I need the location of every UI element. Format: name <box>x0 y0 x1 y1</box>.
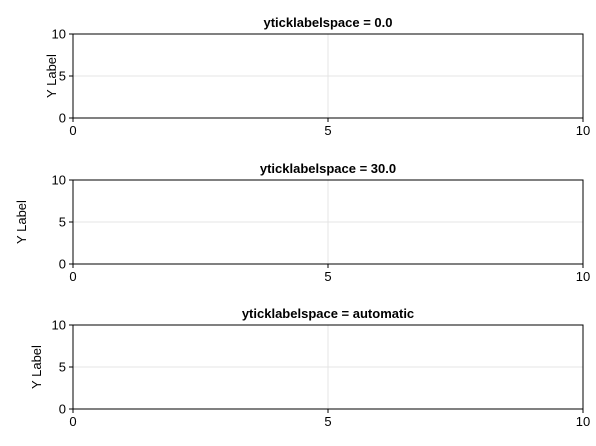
y-tick-label: 0 <box>59 402 66 417</box>
x-tick-label: 0 <box>69 123 76 138</box>
x-tick-label: 10 <box>576 269 590 284</box>
y-tick-label: 5 <box>59 215 66 230</box>
x-tick-label: 0 <box>69 414 76 429</box>
y-axis-label: Y Label <box>29 345 44 389</box>
y-tick-label: 0 <box>59 111 66 126</box>
axis-title: yticklabelspace = 30.0 <box>260 161 396 176</box>
x-tick-label: 5 <box>324 414 331 429</box>
axis-title: yticklabelspace = 0.0 <box>263 15 392 30</box>
axis-panel-0: 0 5 10 0 5 10 yticklabelspace = 0.0 Y Label <box>44 15 590 138</box>
axis-title: yticklabelspace = automatic <box>242 306 414 321</box>
y-axis-label: Y Label <box>44 54 59 98</box>
x-tick-label: 10 <box>576 123 590 138</box>
y-tick-label: 5 <box>59 360 66 375</box>
x-tick-label: 5 <box>324 269 331 284</box>
axis-panel-1: 0 5 10 0 5 10 yticklabelspace = 30.0 Y Label <box>14 161 590 284</box>
y-axis-label: Y Label <box>14 200 29 244</box>
y-tick-label: 5 <box>59 69 66 84</box>
x-tick-label: 0 <box>69 269 76 284</box>
y-tick-label: 0 <box>59 257 66 272</box>
x-tick-label: 5 <box>324 123 331 138</box>
axis-panel-2: 0 5 10 0 5 10 yticklabelspace = automatic Y Lab… <box>29 306 590 429</box>
y-tick-label: 10 <box>52 27 66 42</box>
y-tick-label: 10 <box>52 318 66 333</box>
x-tick-label: 10 <box>576 414 590 429</box>
y-tick-label: 10 <box>52 173 66 188</box>
